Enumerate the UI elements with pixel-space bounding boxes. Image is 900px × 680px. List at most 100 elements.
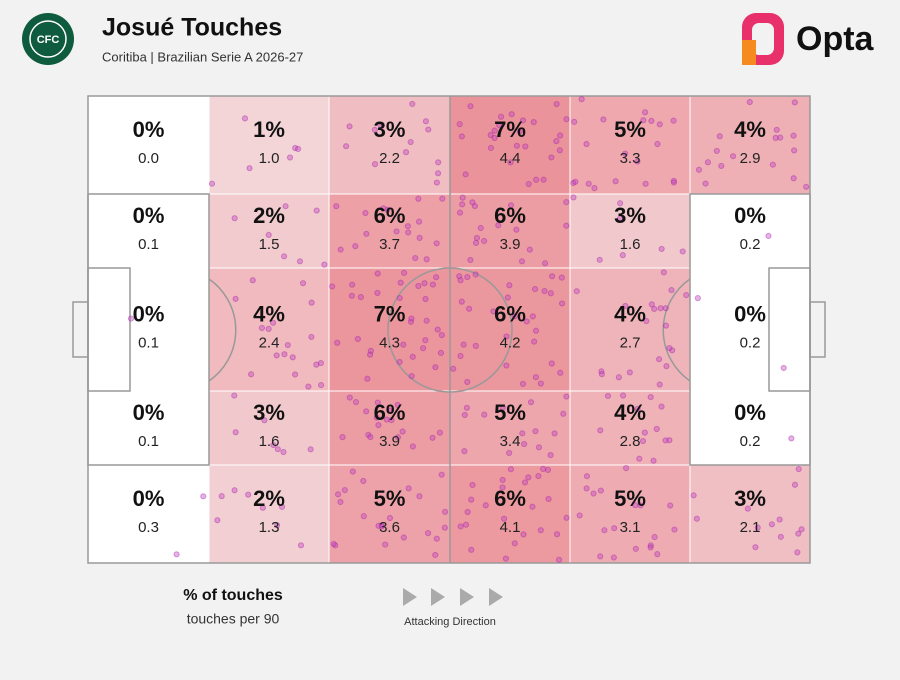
touch-dot: [433, 274, 440, 281]
zone-pct: 0%: [734, 203, 766, 228]
touch-dot: [496, 121, 503, 129]
touch-dot: [668, 286, 675, 294]
touch-dot: [297, 542, 305, 549]
touch-dot: [803, 183, 810, 190]
touch-dot: [415, 195, 422, 202]
touch-dot: [396, 294, 403, 302]
touch-dot: [768, 521, 775, 528]
touch-dot: [658, 403, 665, 410]
touch-dot: [563, 393, 570, 400]
zone-pct: 2%: [253, 486, 285, 511]
touch-dot: [378, 523, 385, 530]
touch-dot: [526, 246, 533, 253]
touch-dot: [461, 411, 468, 419]
touch-dot: [467, 103, 474, 110]
touch-dot: [693, 515, 700, 522]
touch-dot: [612, 178, 619, 185]
touch-dot: [532, 374, 539, 381]
touch-dot: [521, 479, 529, 486]
touch-dot: [422, 337, 429, 344]
touch-dot: [531, 285, 539, 293]
touch-dot: [718, 162, 725, 170]
touch-dot: [423, 256, 430, 263]
touch-dot: [375, 422, 382, 429]
zone-pct: 4%: [614, 301, 646, 326]
touch-dot: [683, 291, 690, 299]
touch-dot: [281, 351, 288, 358]
touch-dot: [457, 523, 464, 530]
touch-dot: [412, 254, 419, 262]
touch-dot: [378, 522, 385, 529]
touch-dot: [409, 443, 416, 450]
touch-dot: [523, 318, 530, 325]
touch-dot: [666, 344, 673, 352]
zone-pct: 0%: [734, 400, 766, 425]
touch-dot: [507, 466, 514, 473]
touch-dot: [617, 200, 624, 207]
touch-dot: [547, 290, 554, 297]
touch-dot: [656, 356, 663, 363]
zone: [87, 267, 210, 392]
touch-dot: [507, 202, 515, 209]
touch-dot: [341, 486, 348, 494]
zone-per90: 1.6: [259, 433, 280, 450]
touch-dot: [334, 491, 342, 498]
touch-dot: [541, 287, 548, 295]
touch-dot: [601, 527, 608, 534]
zone: [328, 390, 451, 466]
touch-dot: [363, 408, 370, 415]
zone: [569, 464, 691, 564]
touch-dot: [463, 404, 470, 411]
touch-dot: [307, 446, 314, 453]
touch-dot: [433, 535, 440, 542]
touch-dot: [544, 466, 552, 473]
touch-dot: [399, 428, 406, 435]
touch-dot: [506, 282, 513, 289]
touch-dot: [622, 150, 629, 157]
touch-dot: [583, 140, 590, 148]
touch-dot: [570, 179, 577, 187]
touch-dot: [641, 109, 649, 116]
touch-dot: [400, 341, 407, 348]
touch-dot: [214, 517, 221, 524]
touch-dot: [249, 277, 256, 284]
touch-dot: [481, 411, 488, 418]
zone-pct: 4%: [614, 400, 646, 425]
touch-dot: [373, 414, 380, 421]
touch-dot: [522, 143, 529, 150]
touch-dot: [611, 525, 618, 532]
touch-dot: [258, 324, 266, 332]
touch-dot: [434, 326, 441, 333]
touch-dot: [313, 207, 320, 214]
touch-dot: [626, 369, 633, 376]
touch-dot: [477, 224, 484, 232]
touch-dot: [716, 133, 723, 140]
touch-dot: [294, 145, 302, 153]
touch-dot: [357, 293, 364, 301]
zone-pct: 5%: [494, 400, 526, 425]
touch-dot: [456, 121, 463, 128]
touch-dot: [439, 195, 446, 202]
touch-dot: [531, 338, 538, 345]
touch-dot: [563, 514, 570, 521]
touch-dot: [499, 484, 506, 491]
touch-dot: [438, 471, 445, 478]
touch-dot: [499, 476, 506, 484]
touch-dot: [637, 502, 644, 509]
touch-dot: [308, 333, 315, 341]
touch-dot: [702, 180, 709, 187]
touch-dot: [642, 180, 649, 187]
touch-dot: [458, 133, 465, 140]
zone: [328, 193, 451, 269]
touch-dot: [460, 341, 467, 348]
touch-dot: [670, 179, 678, 186]
touch-dot: [651, 533, 658, 541]
zone-per90: 4.2: [500, 334, 521, 351]
touch-dot: [548, 154, 555, 161]
direction-label: Attacking Direction: [404, 616, 496, 628]
touch-dot: [597, 487, 604, 494]
touch-dot: [777, 134, 784, 141]
touch-dot: [409, 100, 416, 108]
touch-dot: [765, 232, 772, 240]
